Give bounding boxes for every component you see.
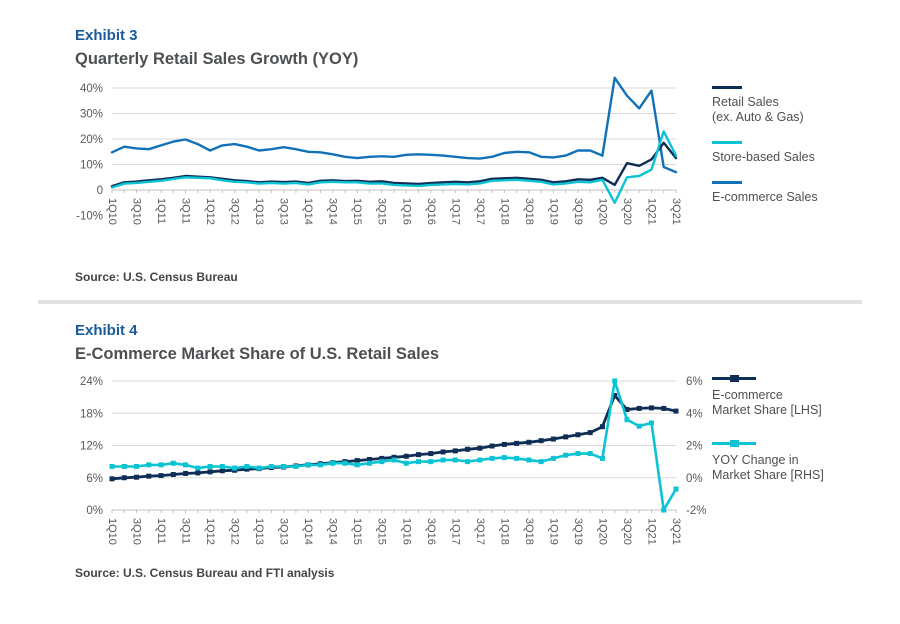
svg-text:3Q10: 3Q10	[131, 198, 143, 225]
svg-text:1Q15: 1Q15	[351, 518, 363, 545]
svg-text:1Q16: 1Q16	[400, 518, 412, 545]
legend-label: Retail Sales	[712, 95, 779, 109]
exhibit3-heading: Exhibit 3	[75, 27, 138, 44]
svg-text:1Q12: 1Q12	[204, 518, 216, 545]
svg-text:1Q16: 1Q16	[400, 198, 412, 225]
svg-text:0%: 0%	[686, 473, 703, 485]
svg-text:3Q11: 3Q11	[180, 518, 192, 544]
svg-text:1Q21: 1Q21	[645, 518, 657, 545]
svg-text:3Q10: 3Q10	[131, 518, 143, 545]
svg-text:1Q11: 1Q11	[155, 198, 167, 224]
exhibit4-title: E-Commerce Market Share of U.S. Retail S…	[75, 345, 440, 363]
legend-item-retail-sales: Retail Sales (ex. Auto & Gas)	[712, 86, 882, 125]
svg-text:1Q19: 1Q19	[547, 198, 559, 225]
svg-text:0: 0	[97, 185, 103, 197]
legend-label: Market Share [LHS]	[712, 403, 822, 417]
svg-text:1Q10: 1Q10	[106, 518, 118, 545]
ecommerce-market-share-swatch	[712, 375, 756, 382]
svg-text:18%: 18%	[80, 408, 103, 420]
svg-text:1Q10: 1Q10	[106, 198, 118, 225]
svg-text:1Q17: 1Q17	[449, 518, 461, 545]
legend-label: (ex. Auto & Gas)	[712, 110, 804, 124]
exhibit3-source: Source: U.S. Census Bureau	[75, 270, 238, 284]
legend-item-ecommerce-sales: E-commerce Sales	[712, 181, 882, 205]
svg-text:1Q14: 1Q14	[302, 198, 314, 225]
svg-text:3Q14: 3Q14	[327, 518, 339, 545]
svg-text:3Q18: 3Q18	[523, 518, 535, 545]
legend-label: Store-based Sales	[712, 150, 815, 164]
exhibit4-source: Source: U.S. Census Bureau and FTI analy…	[75, 566, 335, 580]
svg-text:3Q19: 3Q19	[572, 518, 584, 545]
svg-text:1Q15: 1Q15	[351, 198, 363, 225]
svg-text:24%: 24%	[80, 376, 103, 388]
svg-text:3Q20: 3Q20	[621, 198, 633, 225]
legend-label: YOY Change in	[712, 453, 799, 467]
svg-text:3Q15: 3Q15	[376, 518, 388, 545]
svg-text:1Q18: 1Q18	[498, 518, 510, 545]
legend-item-ecommerce-market-share: E-commerce Market Share [LHS]	[712, 375, 882, 418]
yoy-change-swatch	[712, 440, 756, 447]
svg-text:3Q15: 3Q15	[376, 198, 388, 225]
svg-text:3Q17: 3Q17	[474, 518, 486, 545]
svg-text:1Q21: 1Q21	[645, 198, 657, 225]
exhibit3-line-chart: 40% 30% 20% 10% 0 -10% 1Q10 3Q10 1Q11 3Q11 1Q12 3Q1…	[76, 76, 682, 225]
svg-text:4%: 4%	[686, 408, 703, 420]
svg-text:3Q18: 3Q18	[523, 198, 535, 225]
legend-item-store-based-sales: Store-based Sales	[712, 141, 882, 165]
svg-text:3Q16: 3Q16	[425, 518, 437, 545]
svg-text:3Q12: 3Q12	[229, 518, 241, 545]
svg-text:3Q19: 3Q19	[572, 198, 584, 225]
svg-text:3Q16: 3Q16	[425, 198, 437, 225]
svg-text:3Q20: 3Q20	[621, 518, 633, 545]
svg-text:-2%: -2%	[686, 505, 706, 517]
svg-text:10%: 10%	[80, 160, 103, 172]
svg-text:6%: 6%	[86, 473, 103, 485]
svg-text:40%: 40%	[80, 83, 103, 95]
exhibit3-legend: Retail Sales (ex. Auto & Gas) Store-base…	[712, 86, 882, 221]
exhibit4-heading: Exhibit 4	[75, 322, 138, 339]
ecommerce-sales-swatch	[712, 181, 742, 184]
svg-text:3Q21: 3Q21	[670, 518, 682, 545]
svg-text:1Q19: 1Q19	[547, 518, 559, 545]
svg-text:1Q13: 1Q13	[253, 198, 265, 225]
svg-text:1Q13: 1Q13	[253, 518, 265, 545]
svg-text:1Q12: 1Q12	[204, 198, 216, 225]
store-based-sales-swatch	[712, 141, 742, 144]
svg-text:1Q11: 1Q11	[155, 518, 167, 544]
svg-text:-10%: -10%	[76, 211, 103, 223]
svg-text:3Q14: 3Q14	[327, 198, 339, 225]
exhibit3-title: Quarterly Retail Sales Growth (YOY)	[75, 50, 359, 68]
exhibit4-legend: E-commerce Market Share [LHS] YOY Change…	[712, 375, 882, 499]
svg-text:3Q21: 3Q21	[670, 198, 682, 225]
svg-text:1Q14: 1Q14	[302, 518, 314, 545]
svg-text:20%: 20%	[80, 134, 103, 146]
svg-text:30%: 30%	[80, 109, 103, 121]
legend-label: Market Share [RHS]	[712, 468, 824, 482]
svg-text:2%: 2%	[686, 441, 703, 453]
svg-text:3Q13: 3Q13	[278, 198, 290, 225]
svg-text:12%: 12%	[80, 441, 103, 453]
svg-text:1Q18: 1Q18	[498, 198, 510, 225]
retail-sales-swatch	[712, 86, 742, 89]
svg-text:6%: 6%	[686, 376, 703, 388]
svg-text:3Q13: 3Q13	[278, 518, 290, 545]
svg-text:3Q11: 3Q11	[180, 198, 192, 224]
svg-text:1Q17: 1Q17	[449, 198, 461, 225]
exhibit4-line-chart: 24% 6% 18% 4% 12% 2% 6% 0% 0% -2% 1Q10 3Q10 1Q11 3Q11…	[80, 376, 706, 545]
legend-item-yoy-change: YOY Change in Market Share [RHS]	[712, 440, 882, 483]
legend-label: E-commerce	[712, 388, 783, 402]
legend-label: E-commerce Sales	[712, 190, 818, 204]
svg-text:3Q12: 3Q12	[229, 198, 241, 225]
section-divider	[38, 300, 862, 304]
svg-text:0%: 0%	[86, 505, 103, 517]
svg-text:1Q20: 1Q20	[596, 518, 608, 545]
svg-text:3Q17: 3Q17	[474, 198, 486, 225]
svg-text:1Q20: 1Q20	[596, 198, 608, 225]
